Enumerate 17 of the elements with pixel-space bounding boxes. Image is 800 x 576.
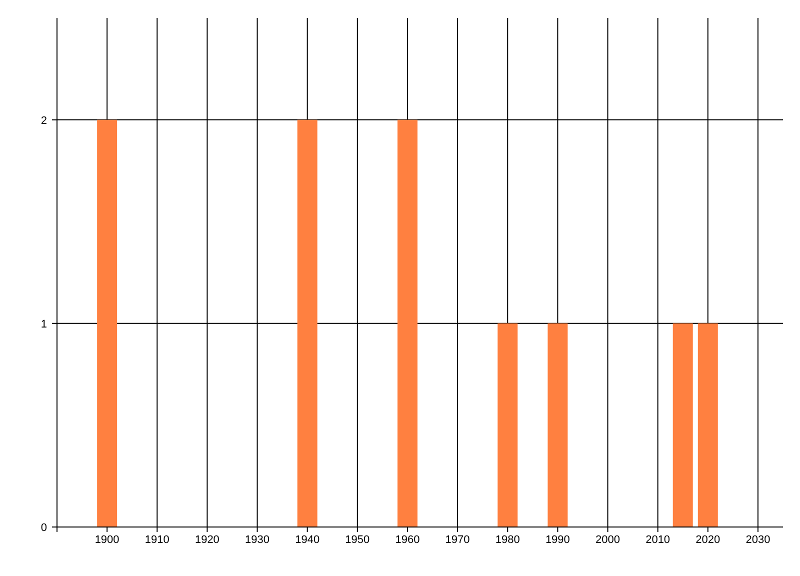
x-tick-label: 2000 xyxy=(596,534,620,546)
x-tick-label: 2020 xyxy=(696,534,720,546)
y-tick-label: 1 xyxy=(40,318,47,330)
x-tick-label: 1980 xyxy=(495,534,520,546)
y-tick-label: 0 xyxy=(40,522,47,534)
x-tick-label: 1940 xyxy=(295,534,320,546)
x-tick-label: 1900 xyxy=(94,534,120,546)
y-tick-label: 2 xyxy=(40,114,47,127)
x-tick-label: 1910 xyxy=(144,534,170,546)
x-tick-label: 1930 xyxy=(245,534,270,546)
x-tick-label: 1990 xyxy=(545,534,570,546)
x-tick-label: 1960 xyxy=(395,534,420,546)
x-tick-label: 1920 xyxy=(194,534,220,546)
x-tick-label: 2010 xyxy=(646,534,670,546)
x-tick-label: 2030 xyxy=(746,534,770,546)
x-tick-label: 1950 xyxy=(345,534,370,546)
x-tick-label: 1970 xyxy=(445,534,470,546)
